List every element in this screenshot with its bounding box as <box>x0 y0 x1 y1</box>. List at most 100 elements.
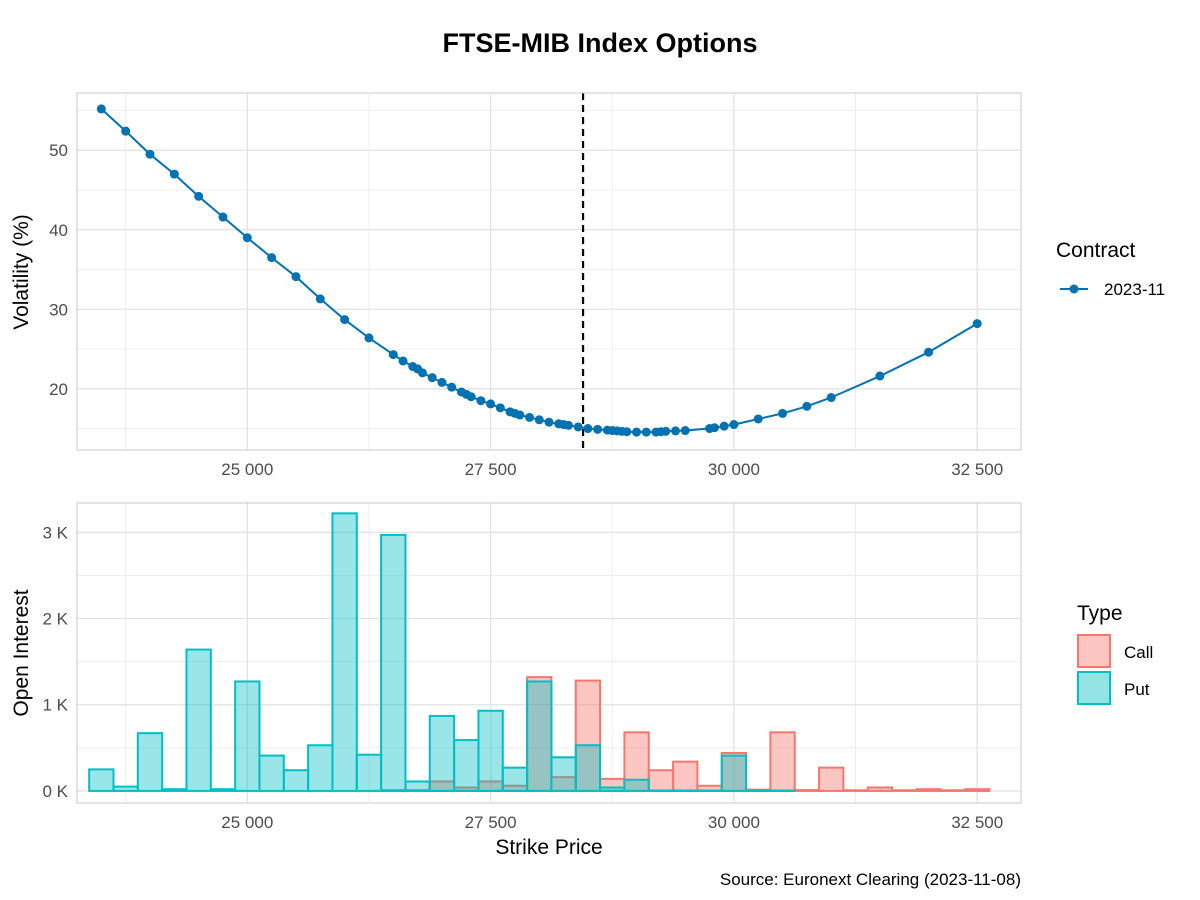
contract-legend-title: Contract <box>1056 239 1136 262</box>
call-bar <box>866 786 894 792</box>
call-bar <box>818 766 845 792</box>
data-point <box>593 424 603 434</box>
data-point <box>364 333 374 343</box>
put-bar <box>453 739 480 792</box>
open-interest-panel-border <box>76 502 1022 804</box>
type-legend-put-swatch <box>1077 671 1111 705</box>
contract-legend: Contract 2023-11 <box>1056 239 1165 299</box>
put-bar <box>696 789 723 792</box>
put-bar <box>380 533 407 792</box>
data-point <box>291 272 301 282</box>
call-bar <box>647 769 675 792</box>
put-bar <box>720 754 748 792</box>
put-bar <box>209 788 237 792</box>
put-bar <box>647 789 675 792</box>
contract-legend-entry: 2023-11 <box>1104 280 1165 299</box>
data-point <box>563 420 573 430</box>
data-point <box>622 427 632 437</box>
x-tick-label: 32 500 <box>951 460 1003 479</box>
contract-legend-marker <box>1069 284 1079 294</box>
data-point <box>267 253 277 263</box>
put-bar <box>136 732 164 792</box>
panel-background <box>77 93 1021 450</box>
put-bar <box>623 778 650 792</box>
open-interest-y-ticks: 0 K 1 K 2 K 3 K <box>42 523 68 801</box>
put-bar <box>599 786 626 792</box>
data-point <box>194 191 204 201</box>
data-point <box>583 424 593 434</box>
data-point <box>437 377 447 387</box>
data-point <box>729 420 739 430</box>
data-point <box>495 403 505 413</box>
put-bar <box>769 789 796 792</box>
data-point <box>632 427 642 437</box>
call-bar <box>915 788 942 792</box>
data-point <box>466 392 476 402</box>
data-point <box>826 393 836 403</box>
x-tick-label: 32 500 <box>951 813 1003 832</box>
data-point <box>671 426 681 436</box>
x-tick-label: 25 000 <box>221 460 273 479</box>
data-point <box>753 414 763 424</box>
volatility-panel: 20 30 40 50 25 000 27 500 30 000 32 500 Volati… <box>10 92 1022 479</box>
source-caption: Source: Euronext Clearing (2023-11-08) <box>720 870 1021 889</box>
x-axis-label: Strike Price <box>495 836 602 859</box>
data-point <box>573 422 583 432</box>
call-bar <box>964 788 991 792</box>
data-point <box>169 169 179 179</box>
y-tick-label: 0 K <box>42 782 68 801</box>
put-bar <box>331 512 358 792</box>
data-point <box>447 382 457 392</box>
data-point <box>680 426 690 436</box>
volatility-panel-border <box>76 92 1022 451</box>
call-bar <box>939 789 967 792</box>
y-tick-label: 50 <box>49 141 68 160</box>
data-point <box>398 356 408 366</box>
type-legend: Type Call Put <box>1077 602 1153 705</box>
open-interest-panel: 0 K 1 K 2 K 3 K 25 000 27 500 30 000 32 500 Op… <box>10 502 1022 859</box>
chart-title: FTSE-MIB Index Options <box>443 28 758 58</box>
x-tick-label: 25 000 <box>221 813 273 832</box>
put-bar <box>185 648 212 792</box>
data-point <box>972 319 982 329</box>
open-interest-bars <box>88 512 991 792</box>
type-legend-call-swatch <box>1077 634 1111 668</box>
volatility-grid <box>77 93 1021 450</box>
data-point <box>719 421 729 431</box>
data-point <box>388 350 398 360</box>
volatility-series <box>96 104 982 437</box>
y-tick-label: 30 <box>49 300 68 319</box>
y-tick-label: 3 K <box>42 523 68 542</box>
data-point <box>242 233 252 243</box>
put-bar <box>550 756 577 792</box>
call-bar <box>842 789 869 792</box>
put-bar <box>574 744 602 792</box>
data-point <box>875 371 885 381</box>
call-bar <box>769 731 796 792</box>
data-point <box>96 104 106 114</box>
y-tick-label: 2 K <box>42 610 68 629</box>
put-bar <box>234 680 261 792</box>
put-bar <box>355 753 383 792</box>
data-point <box>486 399 496 409</box>
data-point <box>417 368 427 378</box>
put-bar <box>428 714 456 792</box>
put-bar <box>672 789 699 792</box>
x-tick-label: 30 000 <box>708 813 760 832</box>
open-interest-x-ticks: 25 000 27 500 30 000 32 500 <box>221 813 1003 832</box>
volatility-y-ticks: 20 30 40 50 <box>49 141 68 399</box>
y-tick-label: 40 <box>49 221 68 240</box>
x-tick-label: 27 500 <box>465 813 517 832</box>
data-point <box>145 149 155 159</box>
put-bar <box>112 785 139 792</box>
y-tick-label: 1 K <box>42 696 68 715</box>
put-bar <box>526 680 553 792</box>
call-bar <box>793 789 821 792</box>
y-tick-label: 20 <box>49 380 68 399</box>
data-point <box>218 212 228 222</box>
data-point <box>340 315 350 325</box>
data-point <box>802 401 812 411</box>
put-bar <box>88 768 115 792</box>
data-point <box>515 410 525 420</box>
data-point <box>709 423 719 433</box>
